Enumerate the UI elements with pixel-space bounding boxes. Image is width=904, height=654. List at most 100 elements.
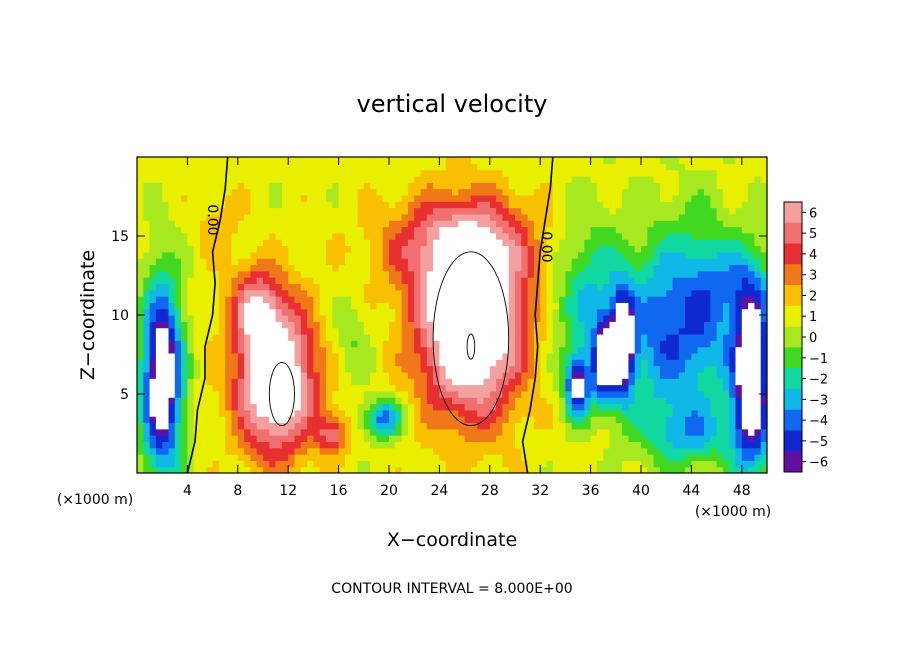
heatmap-cell [174, 346, 182, 354]
heatmap-cell [256, 378, 264, 386]
heatmap-cell [527, 264, 535, 272]
heatmap-cell [578, 302, 585, 310]
heatmap-cell [521, 264, 529, 272]
heatmap-cell [376, 365, 384, 373]
heatmap-cell [559, 296, 566, 303]
heatmap-cell [200, 403, 207, 411]
heatmap-cell [641, 403, 648, 411]
heatmap-cell [452, 416, 459, 424]
heatmap-cell [464, 239, 472, 247]
heatmap-cell [659, 441, 667, 449]
heatmap-cell [231, 365, 239, 373]
heatmap-cell [584, 220, 592, 228]
heatmap-cell [502, 270, 510, 278]
heatmap-cell [722, 447, 730, 455]
heatmap-cell [735, 416, 743, 424]
heatmap-cell [332, 175, 340, 183]
heatmap-cell [754, 308, 762, 316]
heatmap-cell [515, 359, 522, 367]
heatmap-cell [754, 378, 762, 386]
heatmap-cell [231, 283, 239, 291]
heatmap-cell [244, 163, 251, 171]
heatmap-cell [351, 245, 359, 253]
heatmap-cell [155, 428, 163, 436]
heatmap-cell [628, 277, 636, 284]
heatmap-cell [300, 175, 308, 183]
heatmap-cell [137, 447, 144, 455]
heatmap-cell [653, 283, 661, 291]
heatmap-cell [181, 194, 188, 202]
heatmap-cell [672, 264, 680, 272]
heatmap-cell [470, 333, 478, 341]
heatmap-cell [641, 226, 648, 234]
heatmap-cell [401, 359, 409, 367]
heatmap-cell [464, 466, 472, 473]
heatmap-cell [508, 390, 516, 398]
heatmap-cell [666, 390, 674, 398]
heatmap-cell [603, 441, 611, 449]
heatmap-cell [363, 220, 371, 228]
heatmap-cell [149, 403, 157, 411]
heatmap-cell [326, 302, 333, 310]
heatmap-cell [332, 422, 340, 430]
heatmap-cell [483, 359, 491, 367]
heatmap-cell [470, 397, 478, 405]
heatmap-cell [483, 289, 491, 297]
heatmap-cell [193, 175, 201, 183]
heatmap-cell [647, 340, 655, 348]
heatmap-cell [716, 308, 724, 316]
heatmap-cell [533, 251, 541, 259]
heatmap-cell [181, 409, 188, 417]
heatmap-cell [470, 188, 478, 196]
heatmap-cell [344, 365, 352, 373]
heatmap-cell [540, 378, 548, 386]
heatmap-cell [225, 232, 233, 240]
heatmap-cell [552, 175, 560, 183]
heatmap-cell [193, 213, 201, 221]
heatmap-cell [634, 315, 642, 322]
heatmap-cell [659, 289, 667, 297]
heatmap-cell [571, 315, 579, 322]
heatmap-cell [540, 157, 548, 164]
heatmap-cell [634, 277, 642, 284]
heatmap-cell [237, 213, 245, 221]
heatmap-cell [376, 340, 384, 348]
heatmap-cell [521, 321, 529, 329]
heatmap-cell [565, 333, 573, 341]
heatmap-cell [250, 365, 258, 373]
heatmap-cell [155, 169, 163, 177]
heatmap-cell [634, 435, 642, 442]
heatmap-cell [748, 277, 755, 284]
heatmap-cell [647, 169, 655, 177]
heatmap-cell [464, 175, 472, 183]
heatmap-cell [533, 403, 541, 411]
heatmap-cell [395, 441, 403, 449]
heatmap-cell [149, 194, 157, 202]
heatmap-cell [653, 251, 661, 259]
heatmap-cell [722, 333, 730, 341]
heatmap-cell [741, 428, 749, 436]
heatmap-cell [754, 258, 762, 266]
heatmap-cell [489, 302, 497, 310]
heatmap-cell [344, 384, 352, 392]
heatmap-cell [483, 270, 491, 278]
heatmap-cell [552, 239, 560, 247]
heatmap-cell [225, 277, 233, 284]
heatmap-cell [389, 390, 396, 398]
heatmap-cell [344, 327, 352, 335]
heatmap-cell [496, 245, 503, 253]
heatmap-cell [155, 403, 163, 411]
heatmap-cell [672, 397, 680, 405]
heatmap-cell [489, 232, 497, 240]
heatmap-cell [269, 220, 277, 228]
heatmap-cell [231, 194, 239, 202]
heatmap-cell [527, 226, 535, 234]
heatmap-cell [433, 454, 440, 461]
heatmap-cell [458, 346, 466, 354]
heatmap-cell [420, 220, 428, 228]
heatmap-cell [218, 416, 226, 424]
heatmap-cell [634, 163, 642, 171]
heatmap-cell [344, 435, 352, 442]
heatmap-cell [615, 416, 623, 424]
heatmap-cell [326, 226, 333, 234]
